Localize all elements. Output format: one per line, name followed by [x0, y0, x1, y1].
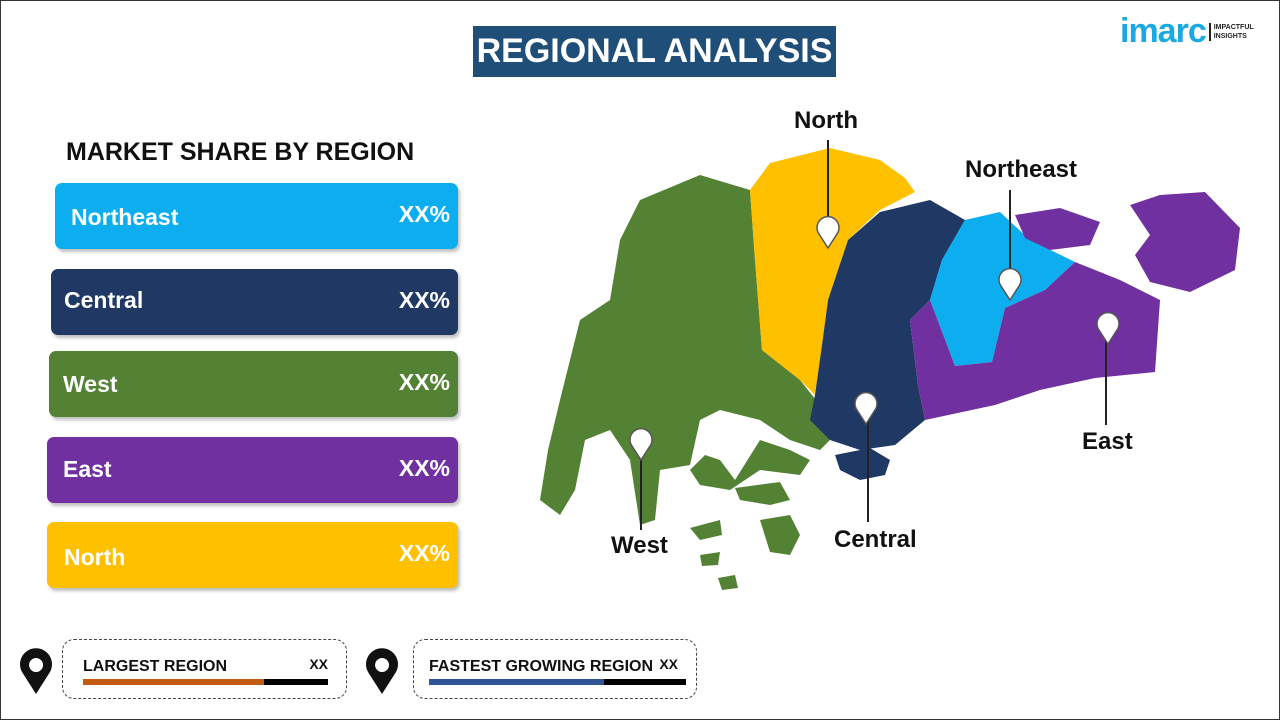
map-pin-icon	[629, 427, 653, 462]
map-pin-icon	[854, 391, 878, 426]
bar-label: Northeast	[71, 204, 179, 230]
map-label-north: North	[794, 107, 858, 134]
largest-region-bar	[83, 679, 328, 685]
bar-value: XX%	[398, 369, 450, 395]
map-pin-icon	[816, 215, 840, 250]
map-label-northeast: Northeast	[965, 156, 1078, 183]
bar-east: East XX%	[47, 437, 458, 503]
location-pin-icon	[366, 648, 398, 694]
region-north	[750, 148, 915, 395]
logo-tagline: IMPACTFUL INSIGHTS	[1208, 22, 1257, 41]
largest-region-value: XX	[309, 656, 328, 672]
panel-title: MARKET SHARE BY REGION	[66, 138, 415, 166]
bar-label: North	[64, 544, 126, 570]
bar-northeast: Northeast XX%	[55, 183, 458, 249]
bar-value: XX%	[398, 455, 450, 481]
logo-text: imarc	[1120, 12, 1207, 50]
region-east	[910, 192, 1240, 420]
bar-label: East	[63, 456, 112, 482]
fastest-growing-region-fill	[429, 679, 604, 685]
page-title: REGIONAL ANALYSIS	[473, 26, 836, 77]
region-west	[540, 175, 840, 590]
bar-label: Central	[64, 287, 144, 313]
region-central	[810, 200, 965, 480]
bar-north: North XX%	[47, 522, 458, 588]
fastest-growing-region-bar	[429, 679, 686, 685]
map-label-west: West	[611, 532, 668, 559]
map-label-east: East	[1082, 428, 1133, 455]
largest-region-label: LARGEST REGION	[83, 658, 228, 675]
fastest-growing-region-card: FASTEST GROWING REGION XX	[413, 639, 697, 699]
bar-value: XX%	[398, 201, 450, 227]
fastest-growing-region-label: FASTEST GROWING REGION	[429, 658, 654, 675]
largest-region-fill	[83, 679, 265, 685]
bar-value: XX%	[398, 540, 450, 566]
fastest-growing-region-value: XX	[659, 656, 678, 672]
map-pin-icon	[1096, 311, 1120, 346]
map-pin-icons	[629, 215, 1120, 462]
bar-west: West XX%	[49, 351, 458, 417]
map-label-central: Central	[834, 526, 917, 553]
largest-region-card: LARGEST REGION XX	[62, 639, 347, 699]
location-pin-icon	[19, 648, 53, 694]
bar-value: XX%	[398, 287, 450, 313]
bar-central: Central XX%	[51, 269, 458, 335]
bar-label: West	[63, 371, 118, 397]
map-pin-icon	[998, 267, 1022, 302]
logo: imarc IMPACTFUL INSIGHTS	[1120, 12, 1257, 51]
leader-lines	[640, 140, 1107, 530]
